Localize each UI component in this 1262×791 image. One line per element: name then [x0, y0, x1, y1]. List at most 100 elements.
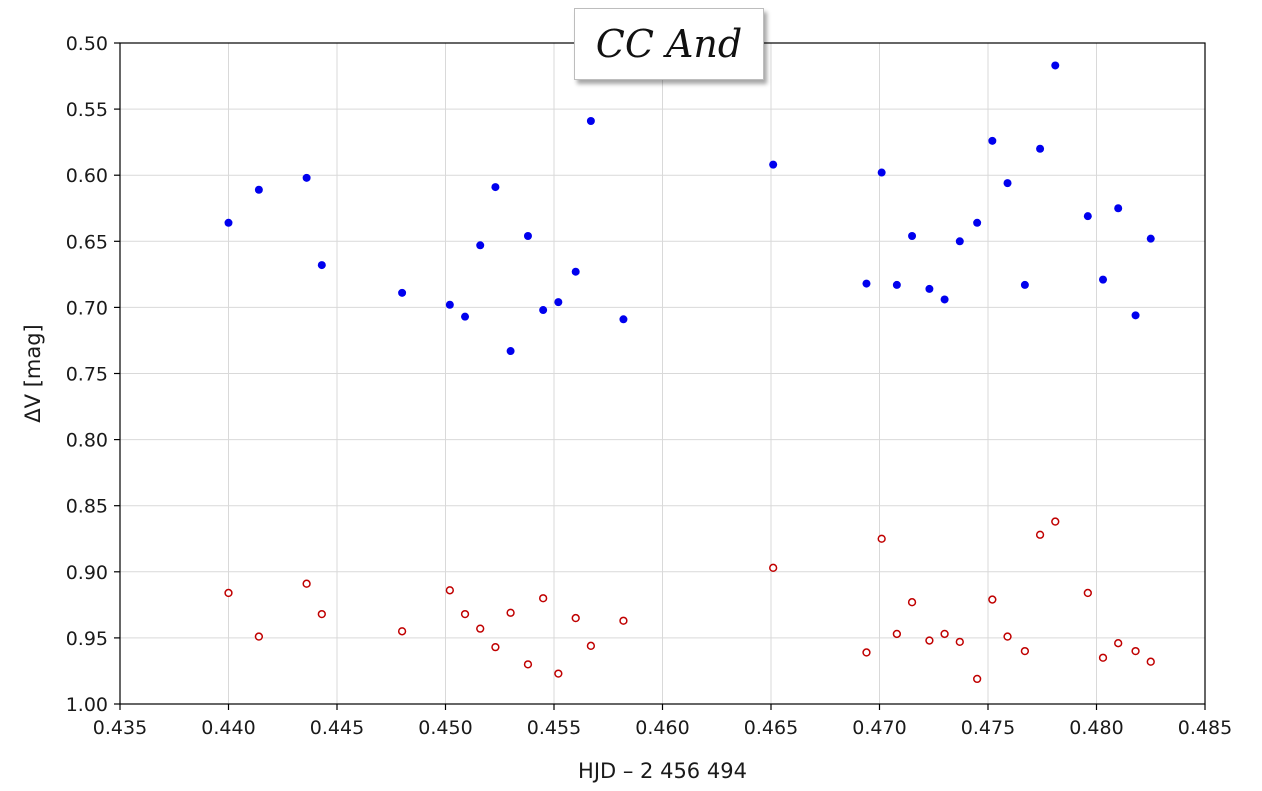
- y-tick-label: 0.60: [66, 165, 108, 187]
- filled-data-point: [1020, 280, 1029, 289]
- open-data-point: [491, 643, 500, 652]
- open-data-point: [506, 608, 515, 617]
- open-data-point: [973, 674, 982, 684]
- series-2: [224, 517, 1155, 684]
- y-tick-label: 0.90: [66, 562, 108, 584]
- x-tick-label: 0.445: [310, 717, 364, 739]
- y-tick-label: 0.85: [66, 496, 108, 518]
- open-data-point: [571, 613, 580, 623]
- x-tick-label: 0.455: [527, 717, 581, 739]
- filled-data-point: [1036, 144, 1045, 153]
- open-data-point: [907, 598, 917, 607]
- open-data-point: [1051, 517, 1060, 526]
- open-data-point: [317, 609, 326, 619]
- filled-data-point: [940, 295, 949, 304]
- open-data-point: [1035, 530, 1045, 539]
- filled-data-point: [571, 267, 580, 276]
- filled-data-point: [1051, 61, 1060, 70]
- filled-data-point: [506, 347, 515, 356]
- filled-data-point: [302, 173, 311, 182]
- filled-data-point: [973, 218, 982, 227]
- open-data-point: [476, 624, 485, 633]
- filled-data-point: [862, 279, 871, 288]
- filled-data-point: [892, 280, 901, 289]
- x-tick-label: 0.480: [1069, 717, 1123, 739]
- filled-data-point: [877, 168, 886, 177]
- filled-data-point: [317, 261, 326, 270]
- filled-data-point: [1131, 311, 1140, 320]
- open-data-point: [862, 648, 871, 657]
- y-tick-label: 0.55: [66, 99, 108, 121]
- data-points: [224, 61, 1155, 684]
- x-tick-label: 0.450: [418, 717, 472, 739]
- open-data-point: [1131, 646, 1140, 656]
- y-tick-label: 0.70: [66, 297, 108, 319]
- open-data-point: [940, 629, 949, 639]
- open-data-point: [254, 632, 264, 641]
- filled-data-point: [398, 288, 407, 297]
- filled-data-point: [1003, 179, 1012, 188]
- open-data-point: [460, 609, 470, 619]
- filled-data-point: [476, 241, 485, 250]
- filled-data-point: [1083, 212, 1092, 221]
- x-axis-title: HJD – 2 456 494: [578, 759, 747, 783]
- y-axis-title: ΔV [mag]: [21, 324, 45, 422]
- open-data-point: [769, 563, 778, 572]
- y-axis-ticks: 0.50 0.55 0.60 0.65 0.70 0.75 0.80 0.85 0.90 0.95…: [66, 33, 120, 716]
- series-1: [224, 61, 1155, 356]
- y-tick-label: 0.95: [66, 628, 108, 650]
- filled-data-point: [988, 136, 997, 145]
- open-data-point: [1020, 646, 1030, 656]
- filled-data-point: [491, 183, 500, 192]
- filled-data-point: [955, 237, 964, 246]
- filled-data-point: [1146, 234, 1155, 243]
- chart-title: CC And: [595, 22, 743, 66]
- open-data-point: [1003, 632, 1012, 641]
- filled-data-point: [254, 185, 263, 194]
- filled-data-point: [539, 306, 548, 315]
- filled-data-point: [925, 284, 934, 293]
- filled-data-point: [1114, 204, 1123, 213]
- x-tick-label: 0.470: [852, 717, 906, 739]
- x-tick-label: 0.460: [635, 717, 689, 739]
- filled-data-point: [908, 232, 917, 241]
- y-tick-label: 0.80: [66, 430, 108, 452]
- open-data-point: [619, 616, 628, 625]
- open-data-point: [523, 660, 533, 669]
- open-data-point: [554, 669, 563, 678]
- open-data-point: [539, 594, 548, 603]
- x-tick-label: 0.465: [744, 717, 798, 739]
- open-data-point: [892, 629, 902, 639]
- open-data-point: [1114, 639, 1123, 648]
- filled-data-point: [1099, 275, 1108, 284]
- open-data-point: [988, 595, 997, 604]
- x-tick-label: 0.435: [93, 717, 147, 739]
- filled-data-point: [619, 315, 628, 324]
- open-data-point: [586, 641, 596, 650]
- open-data-point: [955, 637, 964, 647]
- filled-data-point: [523, 232, 532, 241]
- y-tick-label: 0.75: [66, 364, 108, 386]
- x-axis-ticks: 0.435 0.440 0.445 0.450 0.455 0.460 0.465 0.470…: [93, 704, 1232, 739]
- open-data-point: [397, 627, 407, 636]
- open-data-point: [302, 579, 311, 588]
- filled-data-point: [769, 160, 778, 169]
- open-data-point: [224, 588, 233, 598]
- gridlines: [119, 42, 1206, 705]
- filled-data-point: [445, 300, 454, 309]
- filled-data-point: [586, 116, 595, 125]
- x-tick-label: 0.475: [961, 717, 1015, 739]
- filled-data-point: [461, 312, 470, 321]
- open-data-point: [1083, 588, 1092, 598]
- open-data-point: [445, 586, 454, 595]
- x-tick-label: 0.485: [1178, 717, 1232, 739]
- x-tick-label: 0.440: [201, 717, 255, 739]
- open-data-point: [1146, 657, 1155, 666]
- open-data-point: [1098, 653, 1108, 662]
- filled-data-point: [554, 298, 563, 307]
- filled-data-point: [224, 218, 233, 227]
- open-data-point: [925, 636, 934, 645]
- open-data-point: [877, 534, 886, 543]
- y-tick-label: 0.50: [66, 33, 108, 55]
